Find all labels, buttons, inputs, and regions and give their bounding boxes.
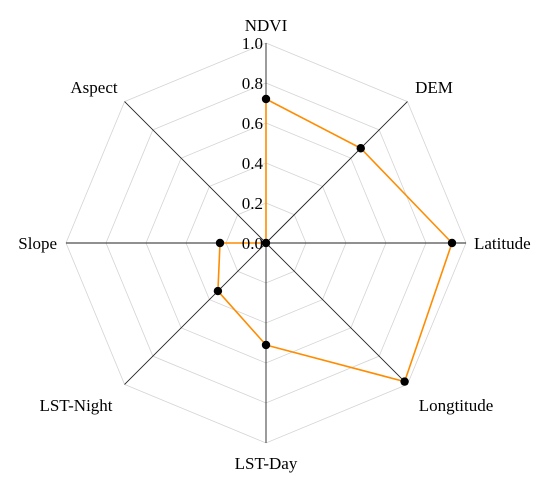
data-point-lst-day [261, 340, 271, 350]
radial-tick-labels: 0.0 0.2 0.4 0.6 0.8 1.0 [242, 34, 264, 253]
tick-label: 0.0 [242, 234, 263, 253]
tick-label: 1.0 [242, 34, 263, 53]
data-point-aspect [261, 238, 271, 248]
axis-labels: NDVI DEM Latitude Longtitude LST-Day LST-Nigh… [18, 16, 530, 473]
spoke-longtitude [265, 242, 408, 385]
axis-label-latitude: Latitude [474, 234, 531, 253]
tick-label: 0.4 [242, 154, 264, 173]
axis-label-lst-night: LST-Night [39, 396, 112, 415]
axis-label-ndvi: NDVI [245, 16, 288, 35]
axis-label-lst-day: LST-Day [235, 454, 298, 473]
tick-label: 0.8 [242, 74, 263, 93]
axis-label-dem: DEM [415, 78, 453, 97]
tick-label: 0.2 [242, 194, 263, 213]
axis-label-aspect: Aspect [70, 78, 117, 97]
spoke-aspect [124, 101, 267, 244]
data-point-longtitude [400, 377, 409, 386]
data-point-ndvi [261, 94, 271, 104]
axis-label-longtitude: Longtitude [419, 396, 494, 415]
spoke-dem [265, 101, 408, 244]
spoke-lst-night [124, 242, 267, 385]
tick-label: 0.6 [242, 114, 263, 133]
axis-label-slope: Slope [18, 234, 57, 253]
data-point-dem [356, 144, 365, 153]
data-point-slope [215, 238, 225, 248]
series-layer [213, 94, 457, 386]
data-point-lst-night [213, 286, 223, 296]
data-point-latitude [447, 238, 457, 248]
